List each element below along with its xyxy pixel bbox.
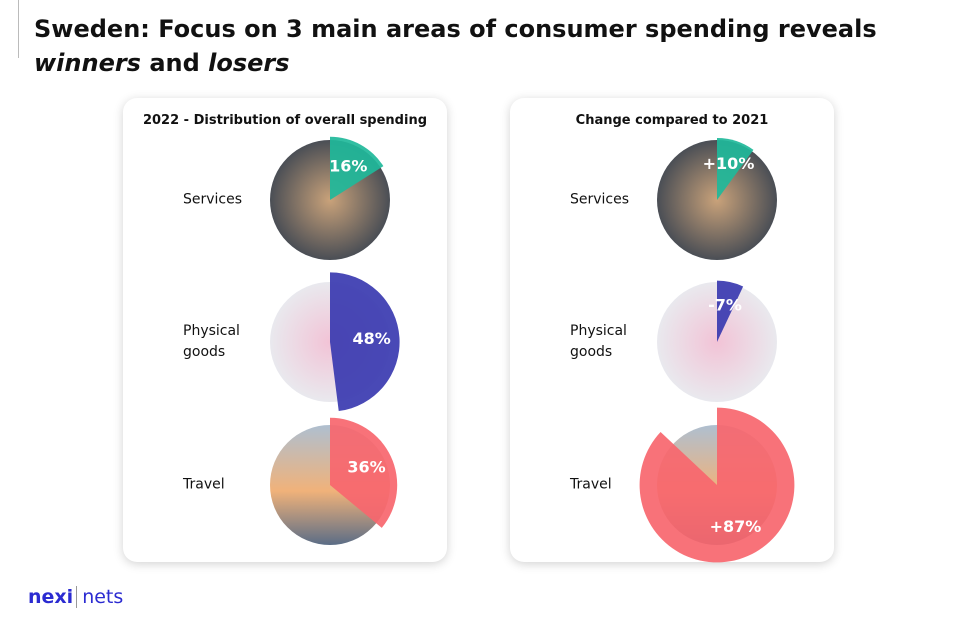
category-label: Services	[570, 191, 630, 208]
title-italic: winners	[34, 49, 141, 77]
logo-text: nets	[76, 586, 124, 608]
page-title: Sweden: Focus on 3 main areas of consume…	[34, 12, 914, 80]
value-label: 36%	[347, 457, 385, 476]
sector	[330, 136, 384, 200]
value-label: -7%	[708, 296, 742, 315]
sector	[639, 407, 795, 563]
value-label: +10%	[703, 154, 755, 173]
value-label: 48%	[353, 329, 391, 348]
sector	[717, 280, 744, 342]
value-label: +87%	[710, 517, 762, 536]
value-label: 16%	[329, 156, 367, 175]
panel-title: 2022 - Distribution of overall spending	[142, 113, 428, 128]
logo-text: nexi	[28, 586, 74, 608]
sector	[717, 138, 754, 200]
divider	[18, 0, 19, 58]
category-label: Physical goods	[570, 323, 627, 360]
category-label: Travel	[183, 476, 225, 493]
logo: nexi nets	[28, 586, 124, 608]
category-label: Physical goods	[183, 323, 240, 360]
sector	[330, 272, 400, 412]
panel-title: Change compared to 2021	[575, 113, 769, 128]
category-label: Travel	[570, 476, 612, 493]
title-text: and	[149, 49, 200, 77]
title-text: Sweden: Focus on 3 main areas of consume…	[34, 15, 877, 43]
title-italic: losers	[208, 49, 290, 77]
category-label: Services	[183, 191, 243, 208]
sector	[330, 417, 398, 528]
